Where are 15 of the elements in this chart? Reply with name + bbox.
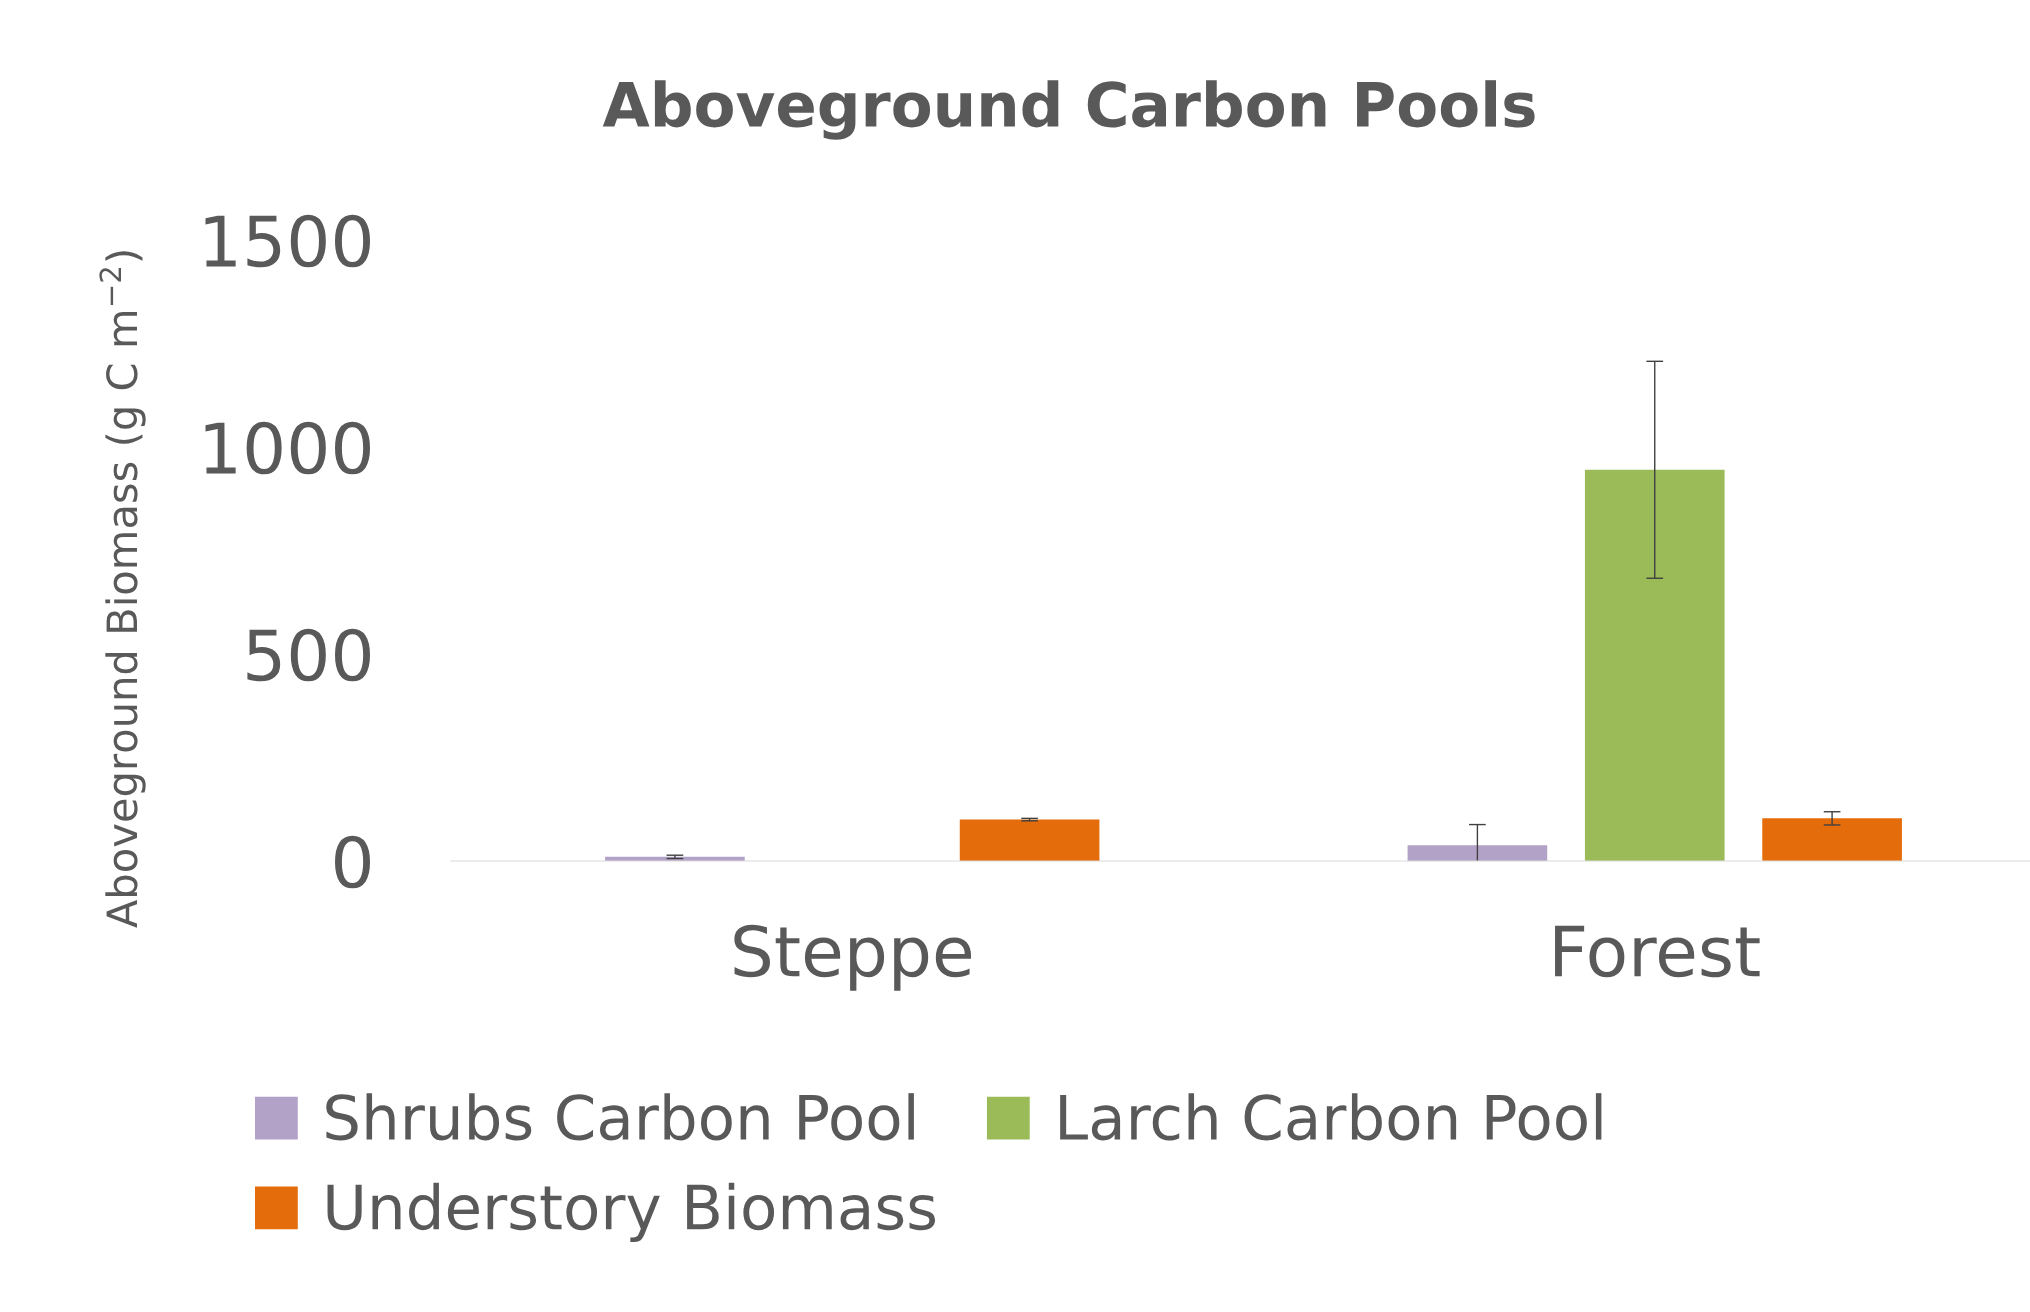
bar — [1407, 845, 1548, 861]
bar — [1762, 818, 1902, 861]
y-tick-label: 0 — [335, 835, 370, 889]
y-axis-title: Aboveground Biomass (g C m$^{−2}$) — [99, 251, 146, 928]
x-tick-label: Steppe — [734, 924, 971, 991]
y-tick-label: 500 — [247, 628, 370, 682]
legend-label: Shrubs Carbon Pool — [326, 1093, 914, 1141]
bar — [959, 819, 1100, 861]
legend-label: Understory Biomass — [327, 1182, 936, 1242]
bar — [1584, 469, 1725, 861]
legend-label: Larch Carbon Pool — [1060, 1093, 1602, 1141]
chart-title: Aboveground Carbon Pools — [602, 80, 1535, 140]
x-tick-label: Forest — [1555, 925, 1760, 978]
y-tick-label: 1000 — [205, 421, 370, 475]
y-tick-label: 1500 — [205, 214, 370, 268]
